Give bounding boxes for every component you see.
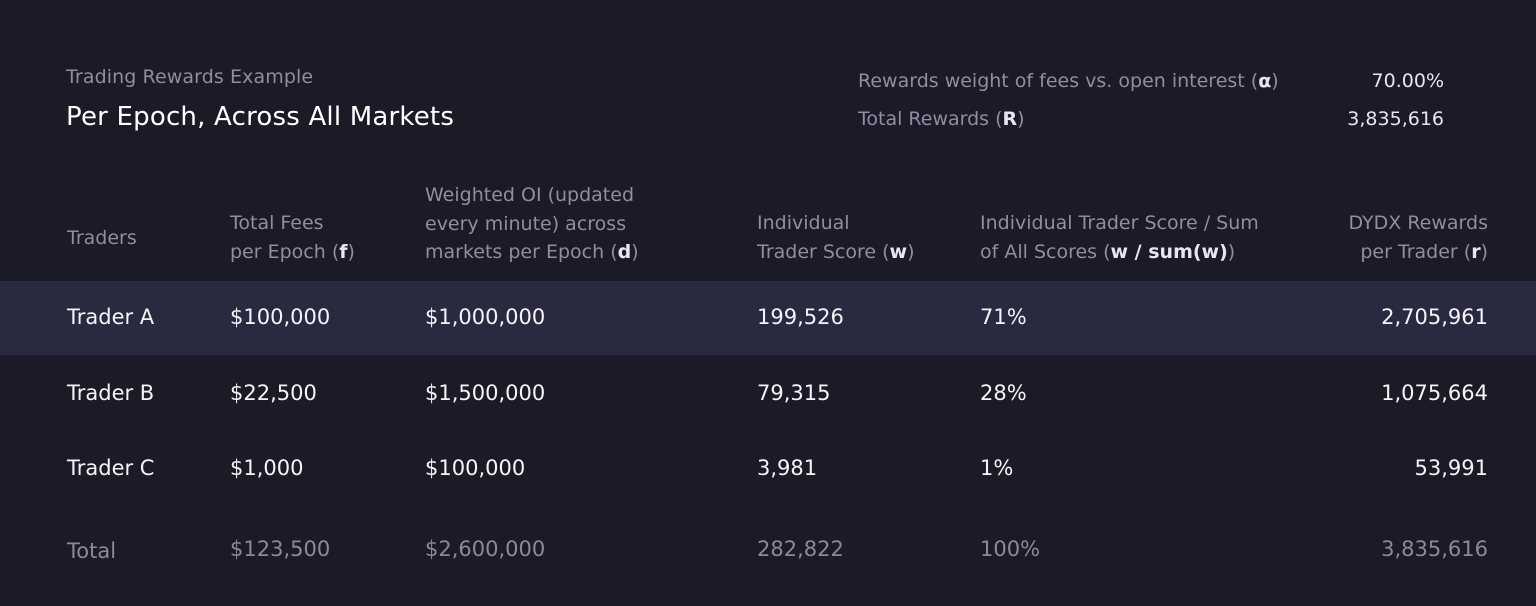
page-title: Per Epoch, Across All Markets — [66, 102, 455, 132]
column-header-dydx-rewards: DYDX Rewards per Trader (r) — [1348, 212, 1488, 263]
param-alpha-label: Rewards weight of fees vs. open interest… — [858, 70, 1279, 92]
column-header-score-share: Individual Trader Score / Sum of All Sco… — [980, 212, 1259, 263]
cell-total-score: 282,822 — [757, 537, 844, 561]
r-symbol: R — [1002, 108, 1018, 130]
cell-share: 1% — [980, 456, 1014, 480]
cell-total-share: 100% — [980, 537, 1041, 561]
cell-rewards: 2,705,961 — [1381, 305, 1488, 329]
cell-score: 199,526 — [757, 305, 844, 329]
cell-score: 79,315 — [757, 381, 831, 405]
cell-share: 28% — [980, 381, 1027, 405]
column-header-trader-score: Individual Trader Score (w) — [757, 212, 915, 263]
cell-total-oi: $2,600,000 — [425, 537, 546, 561]
param-alpha-value: 70.00% — [1371, 70, 1444, 92]
cell-total-label: Total — [67, 539, 117, 563]
cell-fees: $22,500 — [230, 381, 317, 405]
cell-rewards: 53,991 — [1414, 456, 1488, 480]
param-total-rewards-label: Total Rewards (R) — [858, 108, 1025, 130]
cell-trader: Trader A — [67, 305, 155, 329]
cell-oi: $1,500,000 — [425, 381, 546, 405]
highlighted-row-background — [0, 281, 1536, 355]
param-total-rewards-value: 3,835,616 — [1347, 108, 1444, 130]
cell-oi: $1,000,000 — [425, 305, 546, 329]
cell-share: 71% — [980, 305, 1027, 329]
cell-score: 3,981 — [757, 456, 818, 480]
cell-total-rewards: 3,835,616 — [1381, 537, 1488, 561]
cell-fees: $100,000 — [230, 305, 331, 329]
cell-rewards: 1,075,664 — [1381, 381, 1488, 405]
cell-fees: $1,000 — [230, 456, 304, 480]
cell-oi: $100,000 — [425, 456, 526, 480]
cell-total-fees: $123,500 — [230, 537, 331, 561]
column-header-weighted-oi: Weighted OI (updated every minute) acros… — [425, 184, 639, 263]
cell-trader: Trader B — [67, 381, 155, 405]
alpha-symbol: α — [1258, 70, 1272, 92]
cell-trader: Trader C — [67, 456, 155, 480]
section-eyebrow: Trading Rewards Example — [66, 66, 314, 88]
column-header-total-fees: Total Fees per Epoch (f) — [230, 212, 355, 263]
column-header-traders: Traders — [67, 227, 137, 249]
